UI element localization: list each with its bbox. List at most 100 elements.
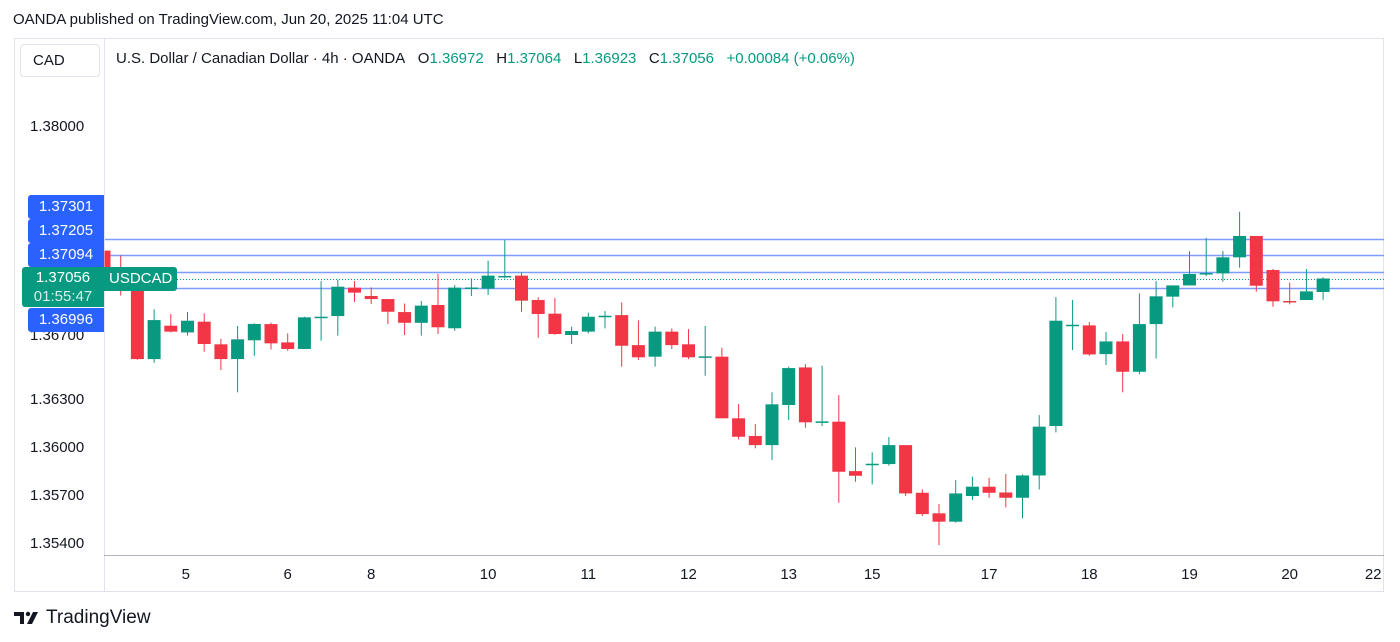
candle-body — [1249, 235, 1263, 286]
candle-body — [1216, 257, 1230, 274]
candle — [1116, 334, 1130, 393]
logo-text: TradingView — [46, 607, 151, 628]
candle-body — [281, 342, 295, 349]
candle — [648, 326, 662, 367]
candle-body — [1149, 296, 1163, 325]
candle — [548, 297, 562, 335]
candle — [982, 477, 996, 498]
candle-body — [631, 345, 645, 358]
candle-body — [431, 304, 445, 328]
candle-body — [414, 305, 428, 323]
candle — [999, 474, 1013, 508]
candle-body — [498, 275, 512, 278]
candle-body — [982, 486, 996, 493]
change-value: +0.00084 (+0.06%) — [726, 50, 855, 67]
candle — [364, 287, 378, 305]
candle — [765, 392, 779, 461]
candle — [1032, 415, 1046, 490]
candle — [1149, 281, 1163, 359]
candle — [1099, 331, 1113, 366]
candle-body — [882, 445, 896, 465]
candle — [1016, 474, 1029, 519]
time-tick-label: 12 — [680, 566, 697, 583]
candle-body — [147, 320, 161, 360]
candle-body — [849, 471, 862, 476]
candle-body — [598, 315, 612, 318]
candle-body — [565, 330, 579, 336]
candle-body — [531, 300, 545, 314]
candle-body — [448, 287, 462, 329]
candle-body — [782, 368, 796, 405]
candle — [1049, 297, 1063, 433]
candle — [130, 287, 144, 360]
open-label: O — [417, 50, 430, 67]
time-tick-label: 8 — [367, 566, 376, 583]
level-label[interactable]: 1.37301 — [28, 195, 104, 219]
candle — [1216, 251, 1230, 282]
currency-button[interactable]: CAD — [20, 44, 100, 77]
candle-body — [464, 287, 478, 289]
candle — [197, 313, 211, 352]
candle — [231, 326, 245, 393]
candle-body — [297, 317, 311, 349]
candle — [965, 476, 979, 501]
time-tick-label: 20 — [1281, 566, 1299, 583]
candle — [164, 313, 178, 333]
candle — [381, 299, 395, 325]
high-value: 1.37064 — [507, 50, 562, 67]
candle — [314, 281, 328, 341]
candle-body — [932, 513, 946, 522]
candle — [882, 437, 896, 466]
candle-body — [1066, 324, 1080, 327]
candle-body — [1016, 475, 1029, 498]
candle-body — [1049, 320, 1063, 427]
candle-body — [548, 313, 562, 335]
close-label: C — [648, 50, 660, 67]
candle — [348, 281, 361, 302]
candle — [1199, 237, 1213, 277]
price-tick-label: 1.35700 — [30, 487, 85, 505]
time-tick-label: 5 — [181, 566, 190, 583]
candle-body — [1099, 341, 1113, 355]
candle — [1132, 293, 1146, 375]
time-tick-label: 22 — [1364, 566, 1382, 583]
time-tick-label: 18 — [1080, 566, 1098, 583]
candle — [698, 326, 712, 376]
candle — [515, 272, 528, 312]
candle-body — [364, 296, 378, 300]
tradingview-logo[interactable]: TradingView — [14, 607, 151, 629]
candle-body — [181, 320, 194, 333]
tradingview-logo-icon — [14, 611, 38, 624]
candle — [949, 480, 963, 523]
candle-body — [581, 316, 595, 332]
candle — [147, 309, 161, 363]
level-label[interactable]: 1.37094 — [28, 243, 104, 267]
candle-body — [381, 299, 395, 312]
candle — [631, 320, 645, 361]
open-value: 1.36972 — [429, 50, 484, 67]
candle — [682, 329, 695, 360]
current-price-label: 1.37056 01:55:47 — [22, 267, 104, 307]
candle — [715, 347, 729, 419]
legend: U.S. Dollar / Canadian Dollar · 4h · OAN… — [116, 50, 855, 67]
candle-body — [348, 287, 361, 293]
candle-body — [748, 435, 762, 446]
close-value: 1.37056 — [659, 50, 714, 67]
level-label[interactable]: 1.37205 — [28, 219, 104, 243]
time-tick-label: 13 — [780, 566, 798, 583]
candle-body — [231, 339, 245, 360]
candle — [1249, 235, 1263, 292]
candle — [431, 274, 445, 335]
price-tick-label: 1.36000 — [30, 439, 85, 456]
candle — [1183, 251, 1196, 286]
candle — [281, 333, 295, 351]
candle-body — [214, 344, 228, 360]
candle-body — [1283, 300, 1297, 303]
candle-body — [965, 486, 979, 496]
level-label[interactable]: 1.36996 — [28, 308, 104, 332]
candle-body — [665, 331, 679, 346]
chart-frame — [14, 38, 1384, 592]
candle — [297, 316, 311, 349]
current-price: 1.37056 — [35, 269, 91, 286]
